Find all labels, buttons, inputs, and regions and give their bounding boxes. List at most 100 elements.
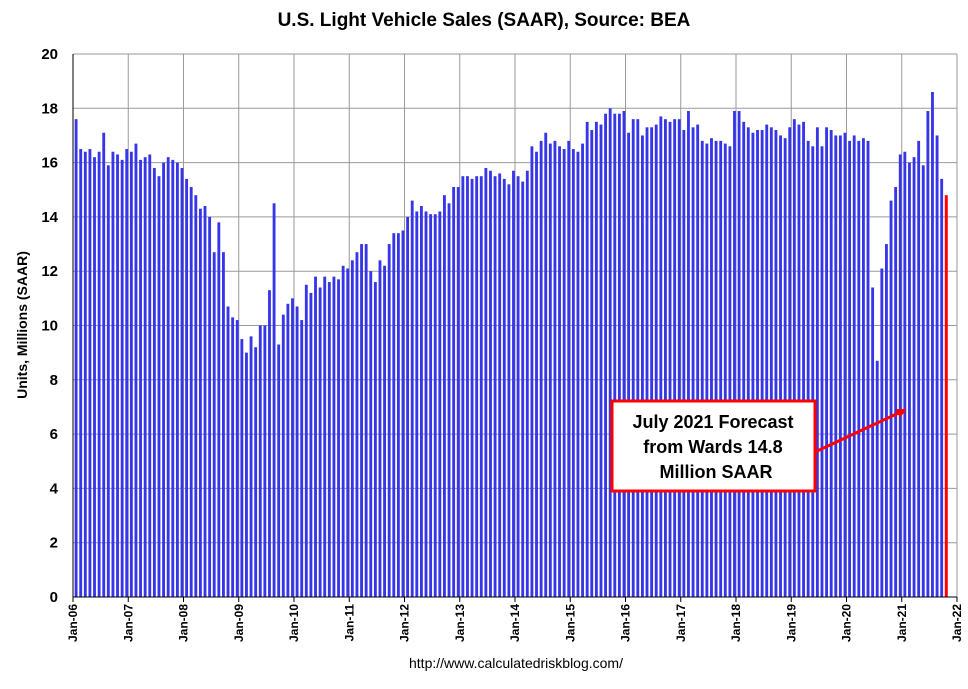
bar [723, 143, 727, 597]
bar [245, 352, 248, 597]
annotation-line-2: from Wards 14.8 [643, 437, 782, 457]
y-tick-label: 2 [50, 535, 58, 552]
bar [185, 178, 189, 597]
bar [88, 149, 92, 597]
x-gridlines [72, 54, 958, 602]
bar [617, 113, 621, 597]
bar [102, 132, 106, 598]
bar [733, 111, 736, 598]
bar [838, 135, 842, 597]
bar-highlight [944, 195, 948, 597]
bar [548, 143, 552, 597]
bar [212, 252, 216, 597]
x-tick-label: Jan-11 [342, 604, 356, 642]
x-tick-label: Jan-14 [508, 604, 522, 642]
bar [705, 143, 709, 597]
bar [848, 140, 852, 597]
bar [728, 146, 732, 597]
bar [917, 140, 921, 597]
chart-title: U.S. Light Vehicle Sales (SAAR), Source:… [278, 10, 691, 31]
bar [447, 203, 451, 597]
bar [645, 127, 649, 597]
bar [74, 119, 78, 597]
bar [502, 178, 506, 597]
bar [383, 265, 386, 597]
bar [604, 113, 607, 597]
bar [475, 176, 479, 597]
bar [116, 154, 119, 597]
x-tick-label: Jan-21 [895, 604, 909, 642]
bar [664, 119, 667, 597]
bar [152, 168, 156, 597]
bar [746, 127, 750, 597]
bar [171, 159, 175, 597]
bar [295, 306, 299, 597]
bar [714, 140, 718, 597]
bar [792, 119, 796, 597]
bar [401, 230, 405, 597]
x-tick-label: Jan-19 [784, 604, 798, 642]
bar [162, 162, 165, 597]
bar [940, 178, 944, 597]
bar [682, 130, 686, 597]
bar [696, 124, 700, 597]
y-tick-label: 12 [41, 263, 58, 280]
bar [765, 124, 769, 597]
bar [410, 200, 414, 598]
bar [222, 252, 225, 597]
bar [857, 140, 861, 597]
bar [512, 170, 515, 597]
bar [825, 127, 828, 597]
annotation-line-1: July 2021 Forecast [632, 412, 793, 432]
y-tick-labels: 0 2 4 6 8 10 12 14 16 18 20 [41, 46, 58, 606]
bar [323, 276, 327, 597]
y-tick-label: 16 [41, 155, 58, 172]
bar [355, 252, 359, 597]
bar [797, 124, 801, 597]
bar [332, 276, 336, 597]
bar [590, 130, 594, 597]
bar [443, 195, 446, 597]
bar [111, 151, 115, 598]
bar [756, 130, 759, 597]
bar [774, 130, 778, 597]
x-tick-label: Jan-07 [121, 604, 135, 642]
bar [309, 292, 313, 597]
y-tick-label: 8 [50, 372, 58, 389]
bar [429, 214, 433, 597]
bar [903, 151, 907, 598]
bar [636, 119, 640, 597]
bar [751, 132, 755, 598]
bar [378, 260, 382, 597]
bar [139, 159, 142, 597]
bar [438, 211, 442, 597]
bar [217, 222, 221, 597]
bar [203, 206, 207, 598]
annotation: July 2021 Forecast from Wards 14.8 Milli… [610, 399, 907, 493]
bar [493, 176, 497, 597]
bar [341, 265, 345, 597]
bar [350, 260, 354, 597]
x-tick-label: Jan-10 [287, 604, 301, 642]
bar [535, 151, 538, 598]
bar [779, 135, 782, 597]
bar [79, 149, 83, 597]
source-url: http://www.calculatedriskblog.com/ [409, 655, 623, 671]
bar [921, 165, 925, 597]
bar [760, 130, 764, 597]
x-tick-label: Jan-12 [398, 604, 412, 642]
bar [935, 135, 939, 597]
bar [659, 116, 663, 597]
bar [783, 138, 787, 598]
bar [885, 244, 888, 598]
bar [189, 187, 193, 598]
bar [97, 151, 101, 598]
bar [277, 344, 281, 597]
bar [553, 140, 557, 597]
bar [894, 187, 898, 598]
bar [852, 135, 856, 597]
y-tick-label: 14 [41, 209, 58, 226]
bar [452, 187, 456, 598]
bar [558, 146, 561, 597]
bar [931, 92, 934, 597]
